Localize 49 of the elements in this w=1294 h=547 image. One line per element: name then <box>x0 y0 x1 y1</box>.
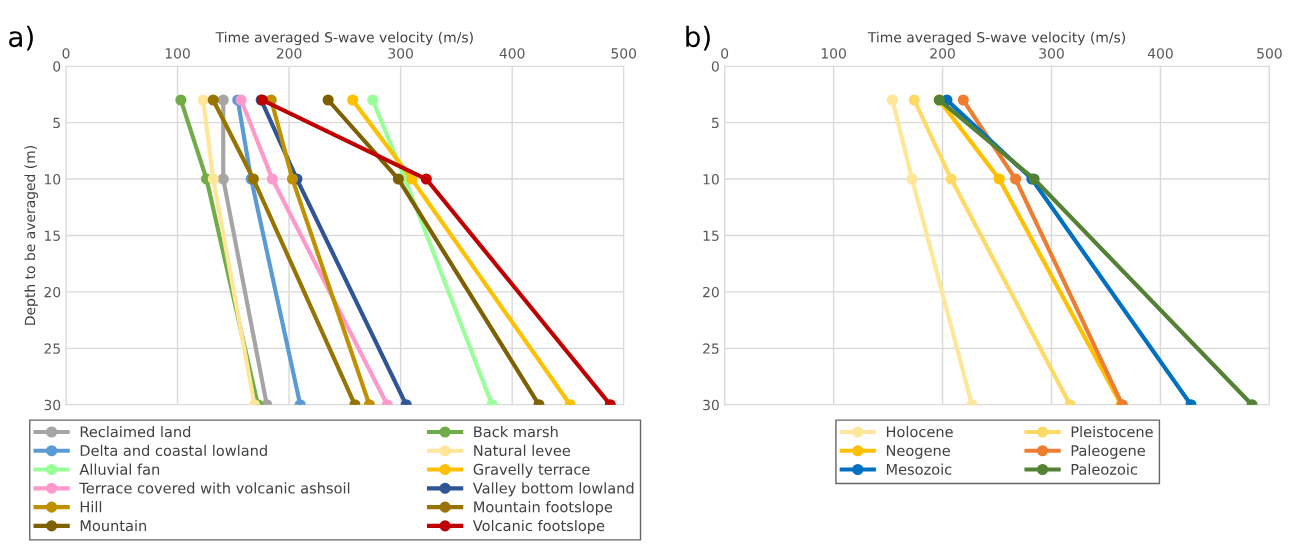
chart-title: b) <box>686 25 710 51</box>
y-tick-label: 15 <box>703 230 719 241</box>
legend-label: Natural levee <box>474 444 571 457</box>
y-tick-label: 0 <box>53 61 61 72</box>
legend-label: Pleistocene <box>1071 425 1153 438</box>
x-tick-label: 200 <box>276 48 302 59</box>
legend-label: Valley bottom lowland <box>472 482 634 497</box>
x-axis-title: Time averaged S-wave velocity (m/s) <box>215 31 473 46</box>
x-tick-label: 400 <box>499 48 525 59</box>
legend-label: Mesozoic <box>886 463 952 475</box>
x-tick-label: 500 <box>1257 48 1282 59</box>
y-tick-label: 15 <box>44 230 60 241</box>
y-axis-title: Depth to be averaged (m) <box>24 146 38 325</box>
legend-label: Mountain footslope <box>474 501 613 516</box>
y-tick-label: 10 <box>44 174 61 185</box>
legend-label: Hill <box>80 501 102 513</box>
legend-label: Mountain <box>80 519 147 532</box>
legend-label: Gravelly terrace <box>473 463 590 478</box>
legend-label: Volcanic footslope <box>472 519 605 534</box>
legend-label: Paleozoic <box>1071 463 1138 475</box>
y-tick-label: 20 <box>703 286 719 298</box>
legend-label: Neogene <box>886 445 950 459</box>
legend-label: Delta and coastal lowland <box>80 444 267 457</box>
legend-label: Alluvial fan <box>79 463 160 475</box>
y-tick-label: 30 <box>44 399 61 411</box>
x-axis-title: Time averaged S-wave velocity (m/s) <box>867 31 1125 46</box>
chart-title: a) <box>9 25 33 51</box>
legend-label: Reclaimed land <box>80 425 191 438</box>
x-tick-label: 0 <box>62 48 70 59</box>
y-tick-label: 5 <box>712 117 719 129</box>
y-tick-label: 25 <box>44 343 60 354</box>
x-tick-label: 400 <box>1147 48 1173 59</box>
x-tick-label: 300 <box>1039 48 1064 59</box>
y-tick-label: 0 <box>711 61 719 72</box>
y-tick-label: 5 <box>53 117 60 129</box>
y-tick-label: 25 <box>703 343 719 354</box>
legend-label: Paleogene <box>1071 444 1145 459</box>
legend-label: Terrace covered with volcanic ashsoil <box>79 482 350 494</box>
x-tick-label: 0 <box>721 48 729 59</box>
legend-label: Holocene <box>886 425 953 438</box>
y-tick-label: 20 <box>44 286 61 298</box>
x-tick-label: 500 <box>611 48 637 59</box>
x-tick-label: 100 <box>165 48 190 59</box>
y-tick-label: 10 <box>703 174 719 185</box>
x-tick-label: 300 <box>388 48 413 59</box>
legend-label: Back marsh <box>474 425 558 438</box>
y-tick-label: 30 <box>703 399 719 411</box>
x-tick-label: 100 <box>821 48 846 59</box>
x-tick-label: 200 <box>930 48 955 59</box>
